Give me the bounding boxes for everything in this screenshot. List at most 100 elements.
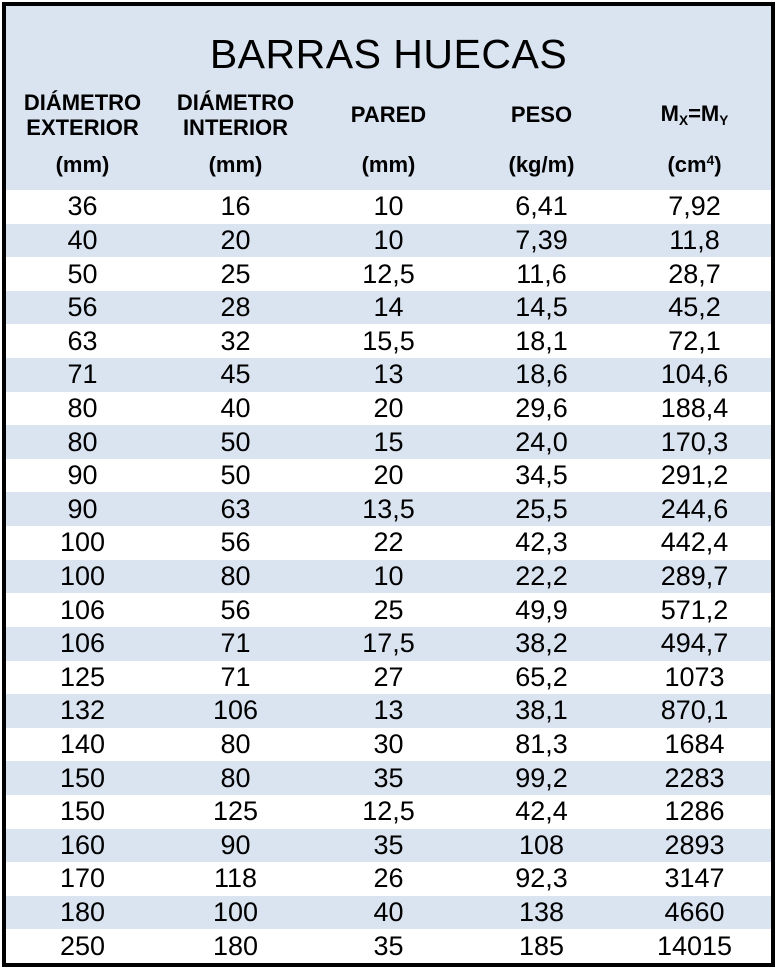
table-cell: 870,1 xyxy=(660,695,729,726)
table-cell: 13 xyxy=(373,359,404,390)
table-cell: 12,5 xyxy=(362,258,415,289)
table-cell: 38,2 xyxy=(515,628,568,659)
column-unit-mm-interior: (mm) xyxy=(208,152,263,177)
table-cell: 14 xyxy=(373,292,404,323)
table-cell: 50 xyxy=(220,426,251,457)
table-cell: 35 xyxy=(373,762,404,793)
table-cell: 90 xyxy=(67,493,98,524)
table-cell: 20 xyxy=(373,460,404,491)
table-body: 36 16 10 6,41 7,92 40 20 10 7,39 11,8 50 25 12,5 11,6… xyxy=(6,190,771,963)
table-cell: 14,5 xyxy=(515,292,568,323)
column-header-diametro-exterior: DIÁMETRO EXTERIOR xyxy=(6,86,159,144)
table-row: 132 106 13 38,1 870,1 xyxy=(6,694,771,728)
table-cell: 571,2 xyxy=(660,594,729,625)
table-cell: 65,2 xyxy=(515,661,568,692)
table-cell: 49,9 xyxy=(515,594,568,625)
table-cell: 494,7 xyxy=(660,628,729,659)
table-cell: 13 xyxy=(373,695,404,726)
table-cell: 4660 xyxy=(664,897,725,928)
table-cell: 38,1 xyxy=(515,695,568,726)
table-cell: 72,1 xyxy=(668,325,721,356)
table-cell: 45,2 xyxy=(668,292,721,323)
column-header-line: EXTERIOR xyxy=(26,115,139,140)
table-row: 100 80 10 22,2 289,7 xyxy=(6,559,771,594)
table-cell: 10 xyxy=(373,224,404,255)
table-cell: 12,5 xyxy=(362,796,415,827)
table-cell: 99,2 xyxy=(515,762,568,793)
table-cell: 108 xyxy=(518,829,565,860)
table-cell: 22,2 xyxy=(515,560,568,591)
table-row: 250 180 35 185 14015 xyxy=(6,929,771,963)
table-cell: 1286 xyxy=(664,796,725,827)
table-cell: 11,8 xyxy=(669,224,720,255)
table-row: 170 118 26 92,3 3147 xyxy=(6,862,771,896)
column-unit-mm-exterior: (mm) xyxy=(55,152,110,177)
table-row: 125 71 27 65,2 1073 xyxy=(6,660,771,695)
table-cell: 26 xyxy=(373,863,404,894)
table-cell: 56 xyxy=(67,292,98,323)
table-row: 150 125 12,5 42,4 1286 xyxy=(6,794,771,829)
column-unit-kg-m: (kg/m) xyxy=(508,152,575,177)
column-header-line: DIÁMETRO xyxy=(176,89,295,115)
table-cell: 250 xyxy=(59,930,106,961)
table-cell: 180 xyxy=(59,897,106,928)
table-row: 100 56 22 42,3 442,4 xyxy=(6,526,771,560)
table-cell: 14015 xyxy=(656,930,733,961)
table-cell: 104,6 xyxy=(660,359,729,390)
table-cell: 42,3 xyxy=(515,527,568,558)
table-row: 150 80 35 99,2 2283 xyxy=(6,761,771,795)
table-row: 180 100 40 138 4660 xyxy=(6,895,771,930)
column-units-row: (mm) (mm) (mm) (kg/m) (cm4) xyxy=(6,144,771,190)
table-cell: 100 xyxy=(212,897,259,928)
table-cell: 63 xyxy=(220,493,251,524)
table-header: BARRAS HUECAS DIÁMETRO EXTERIOR DIÁMETRO… xyxy=(6,6,771,190)
table-cell: 10 xyxy=(373,191,404,222)
table-cell: 2283 xyxy=(664,762,725,793)
table-cell: 170,3 xyxy=(660,426,729,457)
table-cell: 244,6 xyxy=(660,493,729,524)
table-cell: 40 xyxy=(373,897,404,928)
table-cell: 63 xyxy=(67,325,98,356)
table-cell: 185 xyxy=(518,930,565,961)
table-cell: 125 xyxy=(59,661,106,692)
table-cell: 25 xyxy=(373,594,404,625)
table-cell: 18,6 xyxy=(515,359,568,390)
table-cell: 150 xyxy=(59,762,106,793)
column-unit-mm-pared: (mm) xyxy=(361,152,416,177)
table-cell: 27 xyxy=(373,661,404,692)
table-cell: 106 xyxy=(212,695,259,726)
table-cell: 22 xyxy=(373,527,404,558)
table-cell: 35 xyxy=(373,930,404,961)
table-cell: 80 xyxy=(67,392,98,423)
table-cell: 150 xyxy=(59,796,106,827)
table-row: 71 45 13 18,6 104,6 xyxy=(6,358,771,392)
table-row: 140 80 30 81,3 1684 xyxy=(6,727,771,762)
table-cell: 7,39 xyxy=(515,224,568,255)
table-cell: 28 xyxy=(220,292,251,323)
table-cell: 25,5 xyxy=(515,493,568,524)
mx-my-formula: MX=MY xyxy=(660,101,729,129)
table-cell: 15 xyxy=(373,426,404,457)
table-cell: 42,4 xyxy=(515,796,568,827)
table-cell: 17,5 xyxy=(362,628,415,659)
table-row: 63 32 15,5 18,1 72,1 xyxy=(6,324,771,359)
table-cell: 291,2 xyxy=(660,460,729,491)
table-cell: 71 xyxy=(220,661,251,692)
table-cell: 80 xyxy=(220,729,251,760)
table-cell: 28,7 xyxy=(668,258,721,289)
table-title: BARRAS HUECAS xyxy=(209,30,568,77)
table-cell: 11,6 xyxy=(516,258,567,289)
table-cell: 92,3 xyxy=(515,863,568,894)
table-cell: 106 xyxy=(59,628,106,659)
table-row: 106 71 17,5 38,2 494,7 xyxy=(6,626,771,661)
table-cell: 36 xyxy=(67,191,98,222)
table-cell: 29,6 xyxy=(515,392,568,423)
table-cell: 138 xyxy=(518,897,565,928)
table-row: 56 28 14 14,5 45,2 xyxy=(6,290,771,325)
table-cell: 170 xyxy=(59,863,106,894)
table-row: 50 25 12,5 11,6 28,7 xyxy=(6,257,771,291)
table-cell: 32 xyxy=(220,325,251,356)
table-cell: 35 xyxy=(373,829,404,860)
table-cell: 160 xyxy=(59,829,106,860)
